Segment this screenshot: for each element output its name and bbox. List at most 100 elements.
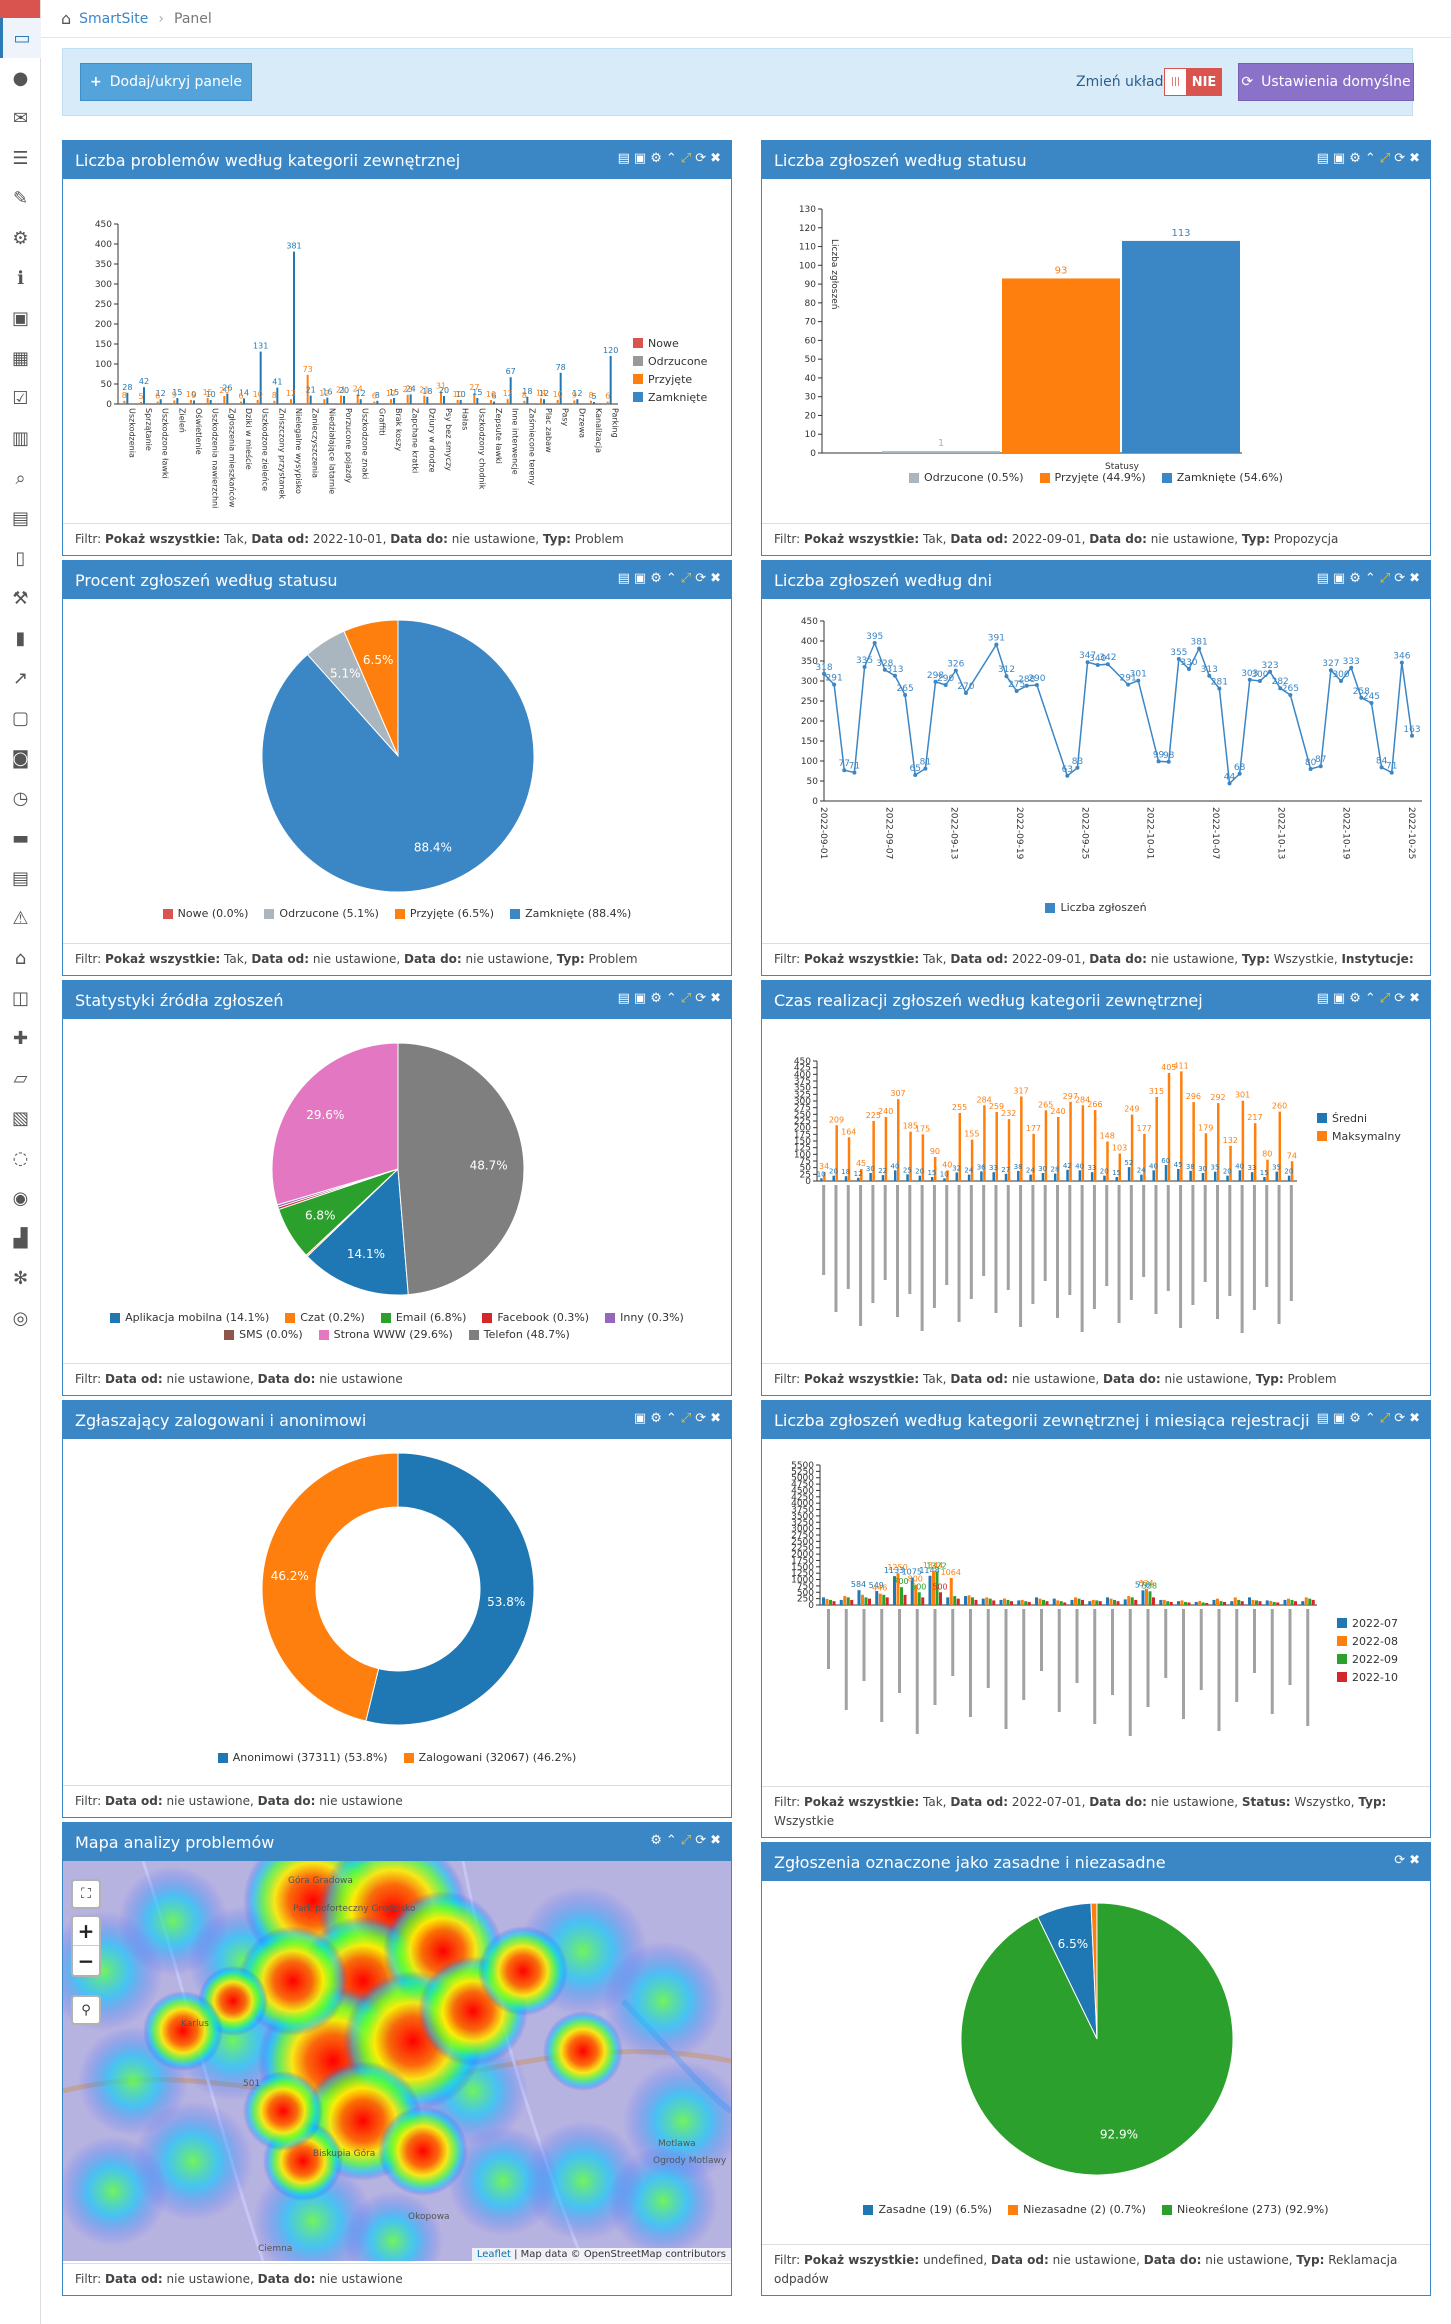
heatmap-map[interactable]: Góra Gradowa Park poforteczny Grodzisko Ka… — [63, 1861, 731, 2261]
breadcrumb-app-link[interactable]: SmartSite — [79, 10, 149, 27]
bar[interactable] — [376, 400, 379, 404]
bar[interactable] — [1069, 1101, 1072, 1181]
bar[interactable] — [259, 351, 262, 404]
expand-icon[interactable]: ⤢ — [1379, 151, 1391, 166]
bar[interactable] — [226, 393, 229, 404]
save-icon[interactable]: ▣ — [633, 151, 647, 166]
legend-item[interactable]: Strona WWW (29.6%) — [318, 1328, 453, 1341]
refresh-icon[interactable]: ⟳ — [695, 1411, 707, 1426]
refresh-icon[interactable]: ⟳ — [695, 1833, 707, 1848]
bar[interactable] — [490, 400, 492, 404]
bar[interactable] — [293, 251, 295, 404]
bar[interactable] — [946, 1597, 950, 1605]
pdf-icon[interactable]: ▤ — [1316, 991, 1329, 1006]
bar[interactable] — [1041, 1173, 1045, 1181]
legend-item[interactable]: Niezasadne (2) (0.7%) — [1008, 2203, 1146, 2216]
sidebar-folder-open-icon[interactable]: ▱ — [13, 1067, 28, 1089]
bar[interactable] — [240, 401, 242, 404]
data-point[interactable] — [1369, 701, 1374, 705]
sidebar-warning-icon[interactable]: ⚠ — [12, 907, 29, 929]
data-point[interactable] — [903, 693, 908, 697]
gear-icon[interactable]: ⚙ — [650, 151, 662, 166]
bar[interactable] — [1275, 1171, 1279, 1181]
bar[interactable] — [523, 400, 526, 404]
bar[interactable] — [844, 1176, 848, 1181]
sidebar-contact-card-icon[interactable]: ◫ — [11, 987, 29, 1009]
bar[interactable] — [123, 400, 126, 404]
data-point[interactable] — [1186, 667, 1191, 671]
bar[interactable] — [1212, 1599, 1216, 1605]
bar[interactable] — [540, 398, 542, 404]
bar[interactable] — [1301, 1601, 1305, 1605]
bar[interactable] — [1155, 1097, 1158, 1181]
gear-icon[interactable]: ⚙ — [1349, 571, 1361, 586]
close-icon[interactable]: ✖ — [1409, 1411, 1420, 1426]
bar[interactable] — [1290, 1161, 1294, 1181]
bar[interactable] — [1116, 1601, 1120, 1605]
legend-item[interactable]: Zamknięte — [633, 388, 707, 406]
bar[interactable] — [914, 1584, 918, 1605]
bar[interactable] — [1063, 1602, 1067, 1605]
refresh-icon[interactable]: ⟳ — [1394, 571, 1406, 586]
sidebar-envelope-icon[interactable]: ✉ — [12, 107, 29, 129]
bar[interactable] — [1081, 1105, 1085, 1181]
bar[interactable] — [1258, 1601, 1262, 1605]
bar[interactable] — [1141, 1590, 1145, 1605]
data-point[interactable] — [872, 641, 877, 645]
bar[interactable] — [1106, 1141, 1109, 1181]
legend-item[interactable]: Przyjęte (44.9%) — [1039, 471, 1146, 484]
bar[interactable] — [1167, 1073, 1171, 1181]
sidebar-search-icon[interactable]: ⌕ — [15, 467, 26, 489]
sidebar-money-icon[interactable]: ▬ — [11, 827, 29, 849]
pie-slice[interactable] — [261, 1452, 399, 1722]
expand-icon[interactable]: ⤢ — [1379, 571, 1391, 586]
data-point[interactable] — [1227, 781, 1232, 786]
legend-item[interactable]: Inny (0.3%) — [605, 1311, 684, 1324]
gear-icon[interactable]: ⚙ — [650, 1411, 662, 1426]
bar[interactable] — [900, 1587, 903, 1605]
data-point[interactable] — [1359, 695, 1364, 700]
bar[interactable] — [933, 1157, 937, 1181]
save-icon[interactable]: ▣ — [1332, 151, 1346, 166]
bar[interactable] — [932, 1570, 935, 1605]
bar[interactable] — [917, 1592, 921, 1605]
panel-header[interactable]: Liczba zgłoszeń według kategorii zewnętr… — [762, 1401, 1430, 1439]
bar[interactable] — [868, 1598, 871, 1605]
pie-slice[interactable] — [271, 1042, 399, 1206]
bar[interactable] — [1066, 1169, 1069, 1181]
bar[interactable] — [896, 1573, 900, 1605]
data-point[interactable] — [1268, 669, 1273, 674]
pdf-icon[interactable]: ▤ — [1316, 1411, 1329, 1426]
data-point[interactable] — [1247, 677, 1252, 682]
data-point[interactable] — [832, 682, 837, 687]
sidebar-rss-icon[interactable]: ◉ — [12, 1187, 29, 1209]
bar[interactable] — [159, 399, 162, 404]
bar[interactable] — [1219, 1601, 1223, 1605]
sidebar-bar-chart-icon[interactable]: ▟ — [13, 1227, 28, 1249]
close-icon[interactable]: ✖ — [1409, 991, 1420, 1006]
bar[interactable] — [1027, 1601, 1031, 1605]
sidebar-gears-icon[interactable]: ✻ — [12, 1267, 29, 1289]
data-point[interactable] — [933, 679, 938, 684]
bar[interactable] — [440, 391, 442, 404]
bar[interactable] — [964, 1596, 967, 1605]
data-point[interactable] — [1339, 679, 1344, 683]
sidebar-monitor-icon[interactable]: ▭ — [0, 18, 41, 58]
bar[interactable] — [1177, 1169, 1180, 1181]
bar[interactable] — [456, 400, 459, 404]
bar[interactable] — [406, 394, 409, 404]
bar[interactable] — [953, 1596, 957, 1605]
bar[interactable] — [373, 401, 376, 404]
bar[interactable] — [1184, 1601, 1187, 1605]
sidebar-list-icon[interactable]: ☰ — [12, 147, 29, 169]
bar[interactable] — [1180, 1071, 1183, 1181]
bar[interactable] — [309, 395, 312, 404]
legend-item[interactable]: 2022-09 — [1337, 1650, 1398, 1668]
bar[interactable] — [946, 1170, 949, 1181]
pie-slice[interactable] — [397, 1042, 525, 1296]
bar[interactable] — [1250, 1172, 1254, 1181]
legend-item[interactable]: Nieokreślone (273) (92.9%) — [1161, 2203, 1329, 2216]
save-icon[interactable]: ▣ — [1332, 991, 1346, 1006]
panel-header[interactable]: Liczba zgłoszeń według dni ▤ ▣ ⚙ ⌃ ⤢ ⟳ ✖ — [762, 561, 1430, 599]
sidebar-checkbox-icon[interactable]: ☑ — [12, 387, 29, 409]
